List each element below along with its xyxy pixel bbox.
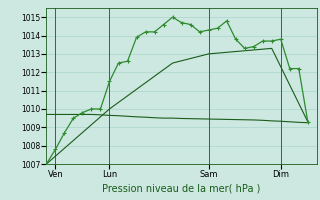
- X-axis label: Pression niveau de la mer( hPa ): Pression niveau de la mer( hPa ): [102, 183, 261, 193]
